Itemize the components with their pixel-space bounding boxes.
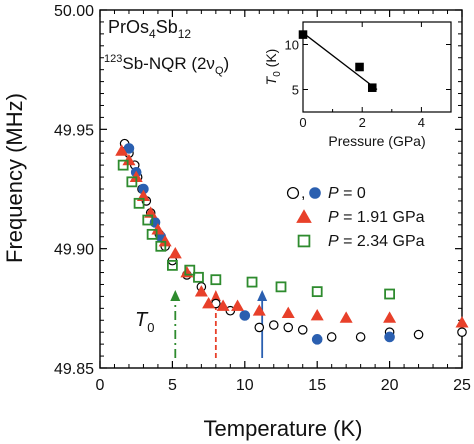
inset-y-tick-label: 5 [292,83,299,98]
y-axis-label: Frequency (MHz) [2,93,27,263]
data-point [383,311,397,323]
arrow-head [170,290,181,301]
data-point [252,304,266,316]
data-point [384,331,395,343]
legend-label: P = 1.91 GPa [328,209,425,226]
data-point [216,299,230,311]
arrow-head [210,290,221,301]
inset-data-point [355,62,364,72]
arrow-head [257,290,268,301]
data-point [117,159,129,171]
data-point [231,299,245,311]
data-point [311,286,323,298]
y-tick-label: 49.95 [54,122,94,139]
data-point [126,176,138,188]
data-point [180,266,194,278]
data-point [158,235,172,247]
data-point [115,144,129,156]
main-data-marks [115,138,469,345]
series-open-square [117,159,396,300]
t0-label: T0 [135,309,154,335]
data-point [193,271,204,283]
data-point [142,214,154,226]
y-tick-label: 49.85 [54,361,94,378]
data-point [413,329,424,340]
data-point [129,170,143,182]
data-point [155,240,167,252]
data-point [268,320,279,330]
legend-entry: , P = 0 [286,185,366,202]
data-point [210,274,222,286]
inset-border [302,21,452,113]
data-point [122,153,136,166]
data-point [384,288,396,300]
legend-marker [297,234,311,248]
data-point [184,264,196,276]
data-point [246,276,258,288]
x-tick-label: 20 [381,377,399,394]
data-point [275,281,287,293]
x-tick-label: 0 [96,377,105,394]
legend-entry: P = 1.91 GPa [296,209,425,226]
legend-marker [309,187,321,199]
x-tick-label: 5 [168,377,177,394]
data-point [455,316,469,328]
compound-label: PrOs4Sb12 [108,17,191,41]
legend-label: P = 2.34 GPa [328,233,425,250]
data-point [166,259,178,271]
data-point [457,327,467,337]
inset-data-point [298,30,308,39]
data-point [339,311,353,323]
legend: , P = 0 P = 1.91 GPa P = 2.34 GPa [286,185,425,250]
inset-chart: 0 2 4 5 10 Pressure (GPa) T0 (K) [263,21,452,149]
data-point [254,322,265,333]
data-point [311,334,323,345]
inset-x-tick-label: 2 [359,115,366,130]
series-filled-triangle [115,144,469,328]
data-point [151,223,165,235]
inset-x-tick-label: 0 [299,115,306,130]
data-point [355,332,366,342]
inset-y-tick-label: 10 [285,38,299,53]
data-point [326,332,337,342]
data-point [168,246,182,259]
legend-marker [296,209,312,223]
inset-x-axis-label: Pressure (GPa) [328,133,425,149]
t0-arrow [170,290,181,358]
inset-y-axis-label: T0 (K) [263,49,283,86]
nqr-line-label: 123Sb-NQR (2νQ) [104,53,229,77]
x-tick-label: 25 [453,377,471,394]
data-point [283,322,294,333]
inset-data-point [367,83,377,92]
data-point [133,197,145,209]
legend-comma: , [301,185,305,202]
data-point [297,325,308,335]
data-point [202,297,216,309]
x-tick-label: 15 [308,377,326,394]
legend-label: P = 0 [328,185,366,202]
y-tick-label: 49.90 [54,242,94,259]
x-axis-label: Temperature (K) [204,416,363,441]
x-tick-label: 10 [236,377,254,394]
inset-x-tick-label: 4 [418,115,425,130]
legend-marker [286,186,300,200]
inset-fit-line [302,32,378,91]
y-tick-label: 50.00 [54,3,94,20]
data-point [146,228,158,240]
data-point [310,308,324,321]
data-point [281,306,295,318]
data-point [239,310,251,321]
legend-entry: P = 2.34 GPa [297,233,425,250]
data-point [194,285,208,297]
